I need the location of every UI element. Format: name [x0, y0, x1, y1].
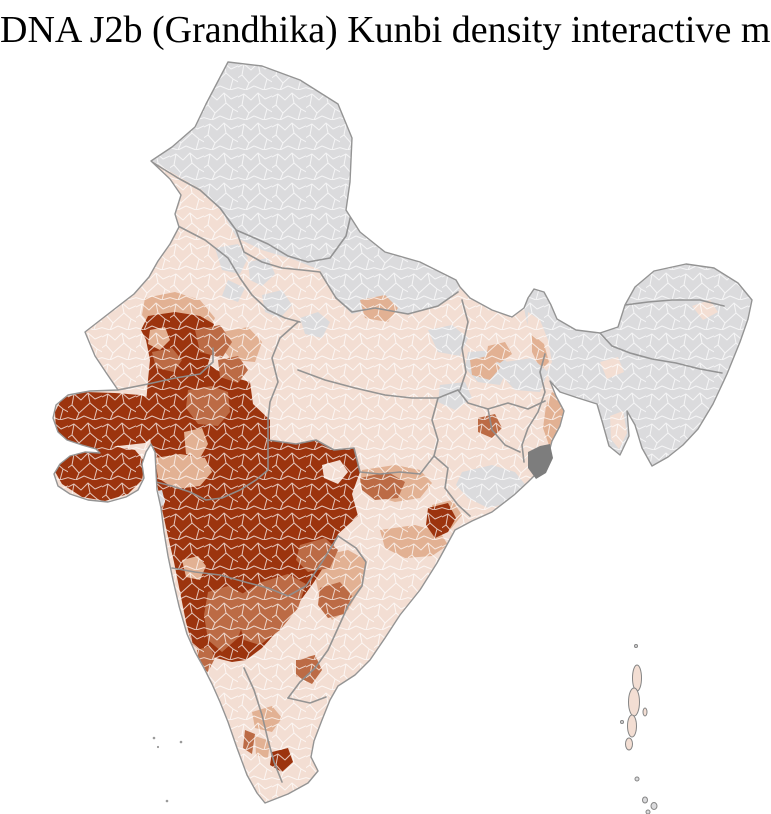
island-speck: [179, 740, 183, 744]
island[interactable]: [642, 796, 648, 804]
state-border-line: [431, 397, 471, 517]
island[interactable]: [642, 707, 648, 717]
state-border-line: [287, 535, 367, 699]
lakshadweep-islands[interactable]: [152, 736, 183, 803]
state-border-line: [459, 299, 469, 391]
island[interactable]: [628, 687, 640, 717]
island[interactable]: [632, 664, 642, 692]
state-borders: [117, 161, 725, 783]
island[interactable]: [625, 737, 633, 751]
india-outer-border: [52, 61, 753, 804]
state-border-line: [267, 439, 435, 475]
state-border-line: [457, 389, 546, 410]
state-border-line: [521, 353, 546, 463]
kerala-coast-gray-region[interactable]: [205, 697, 218, 712]
island[interactable]: [645, 809, 651, 814]
state-border-line: [335, 291, 459, 315]
state-border-line: [177, 225, 301, 323]
district-borders-texture: [53, 62, 752, 803]
state-border-line: [171, 535, 339, 597]
island[interactable]: [627, 714, 637, 738]
state-border-line: [117, 347, 214, 391]
island-speck: [165, 799, 169, 803]
state-border-line: [487, 408, 521, 453]
state-border-line: [151, 161, 353, 263]
island[interactable]: [620, 720, 624, 724]
island-speck: [156, 745, 160, 749]
island-speck: [152, 736, 156, 740]
andaman-islands[interactable]: [620, 644, 658, 814]
page-title: DNA J2b (Grandhika) Kunbi density intera…: [0, 9, 771, 51]
state-border-line: [287, 696, 327, 704]
island[interactable]: [634, 776, 640, 782]
state-border-line: [155, 439, 269, 501]
state-border-line: [599, 332, 723, 374]
island[interactable]: [650, 802, 658, 810]
sundarbans-delta: [528, 444, 553, 479]
state-border-line: [235, 229, 337, 299]
state-border-line: [267, 321, 299, 441]
state-border-line: [243, 667, 283, 783]
state-border-line: [624, 299, 725, 307]
island[interactable]: [634, 644, 638, 648]
